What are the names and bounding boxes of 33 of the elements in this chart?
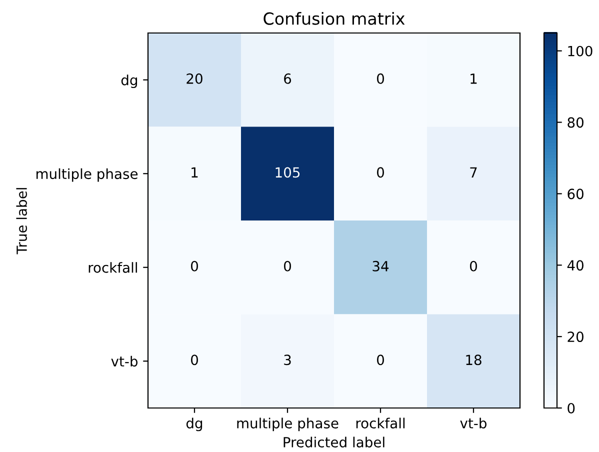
chart-title: Confusion matrix [264,12,405,25]
data-label: 1 [192,167,198,178]
data-label: 18 [466,354,482,366]
data-label: 0 [284,260,291,272]
data-label: 0 [376,73,384,84]
x-tick-label: dg [186,418,202,432]
x-tick-label: multiple phase [237,418,338,432]
data-label: 7 [470,167,477,178]
data-label: 34 [372,260,389,272]
color-bar-label: 100 [568,46,592,56]
y-tick-label: dg [121,74,138,88]
y-tick-label: multiple phase [36,168,138,182]
color-bar-label: 60 [568,188,584,200]
data-label: 0 [376,167,384,178]
y-tick-label: vt-b [111,356,138,367]
y-axis-title: True label [16,188,27,254]
data-label: 0 [376,354,384,366]
data-label: 105 [276,167,300,178]
data-label: 3 [284,354,291,366]
data-label: 0 [190,260,198,272]
data-label: 20 [186,73,202,84]
color-bar-label: 80 [568,117,584,128]
x-axis-title: Predicted label [284,436,384,448]
data-label: 0 [470,260,477,272]
color-bar-label: 0 [568,402,575,414]
x-tick-label: rockfall [356,418,405,428]
color-bar-label: 20 [568,332,584,342]
y-tick-label: rockfall [88,262,137,273]
x-tick-label: vt-b [460,418,486,428]
data-label: 1 [470,74,477,84]
data-label: 0 [190,354,198,366]
data-label: 6 [284,73,292,84]
color-bar-label: 40 [567,260,584,271]
